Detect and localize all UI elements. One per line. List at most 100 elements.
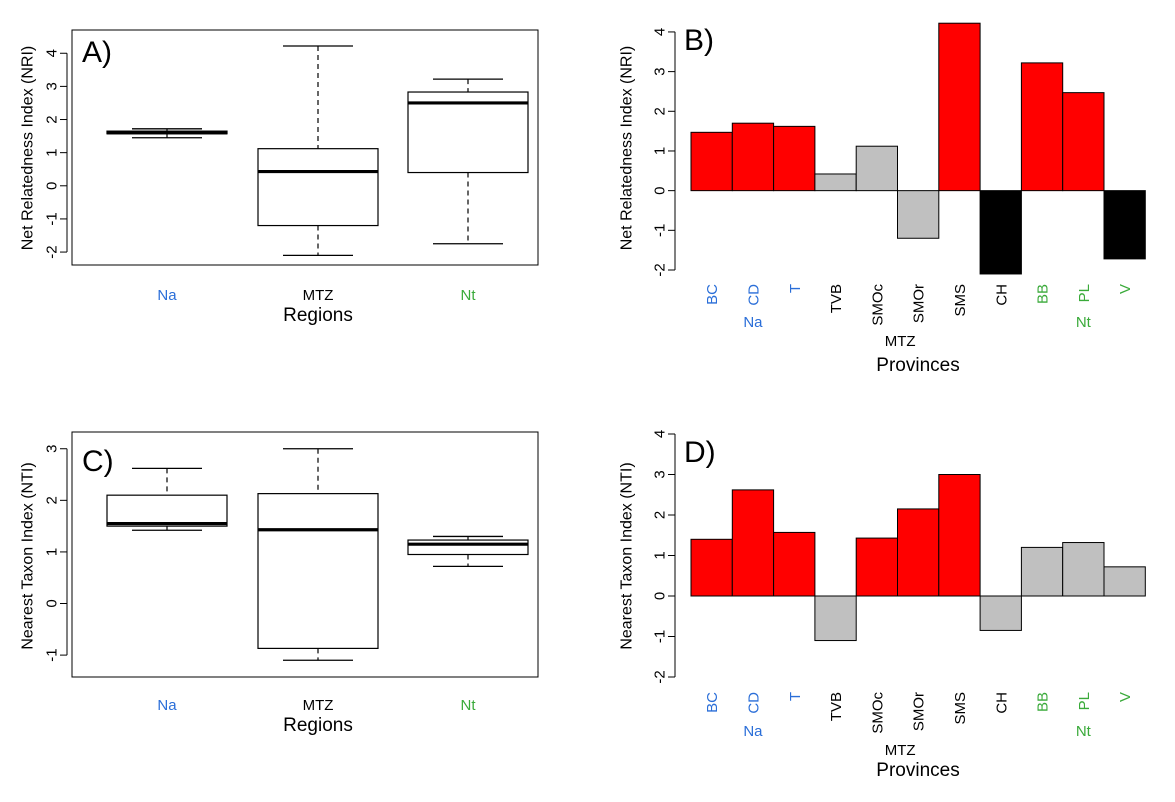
x-tick-label-bb: BB	[1035, 284, 1052, 304]
x-tick-label-pl: PL	[1076, 692, 1093, 710]
y-tick-label: 3	[652, 470, 669, 478]
bar-tvb	[814, 595, 857, 642]
bar-pl	[1062, 92, 1105, 192]
bar-bc	[690, 131, 733, 192]
bar-smor	[897, 190, 940, 239]
bar-cd	[731, 122, 775, 192]
y-tick-label: -1	[44, 648, 61, 661]
box-iqr	[257, 493, 379, 649]
group-label-nt: Nt	[1076, 314, 1092, 331]
group-label-mtz: MTZ	[885, 742, 916, 759]
bar-pl	[1062, 542, 1105, 597]
y-tick-label: 4	[652, 430, 669, 438]
x-tick-label-bc: BC	[704, 692, 721, 713]
y-tick-label: 3	[44, 82, 61, 90]
bar-v	[1103, 190, 1146, 260]
x-tick-label-cd: CD	[745, 284, 762, 306]
y-tick-label: -1	[44, 212, 61, 225]
group-label-nt: Nt	[1076, 723, 1092, 740]
x-tick-label-t: T	[787, 692, 804, 701]
box-na	[106, 128, 228, 139]
box-iqr	[407, 91, 529, 174]
chart-panel-b: -2 -1 0 1 2 3 4 Net Relatedness Index (NRI) B) Pr…	[619, 22, 1146, 376]
x-tick-label-cd: CD	[745, 692, 762, 714]
x-tick-label-ch: CH	[993, 692, 1010, 714]
y-tick-label: 1	[44, 548, 61, 556]
box-nt	[407, 78, 529, 245]
box-na	[106, 467, 228, 531]
bar-t	[773, 125, 816, 192]
box-iqr	[106, 494, 228, 527]
x-tick-label-v: V	[1117, 284, 1134, 294]
group-label-mtz: MTZ	[885, 333, 916, 350]
y-tick-label: 2	[44, 496, 61, 504]
y-tick-label: 0	[44, 182, 61, 190]
x-tick-label-sms: SMS	[952, 692, 969, 725]
y-tick-label: -2	[652, 670, 669, 683]
box-mtz	[257, 45, 379, 257]
bar-ch	[979, 190, 1022, 275]
x-tick-label-mtz: MTZ	[303, 697, 334, 714]
bar-smoc	[855, 145, 899, 192]
y-axis-title: Net Relatedness Index (NRI)	[619, 46, 636, 251]
y-axis-title: Nearest Taxon Index (NTI)	[20, 462, 37, 649]
y-axis-title: Nearest Taxon Index (NTI)	[619, 462, 636, 649]
x-tick-label-na: Na	[157, 697, 177, 714]
y-tick-label: 1	[652, 147, 669, 155]
x-tick-label-smoc: SMOc	[869, 284, 886, 326]
y-tick-label: 0	[44, 599, 61, 607]
panel-label: D)	[684, 436, 716, 469]
box-nt	[407, 535, 529, 568]
box-iqr	[257, 148, 379, 227]
y-tick-label: 0	[652, 186, 669, 194]
y-tick-label: -1	[652, 630, 669, 643]
y-tick-label: -1	[652, 224, 669, 237]
bar-sms	[938, 474, 981, 597]
x-axis-title: Provinces	[876, 355, 959, 376]
x-tick-label-nt: Nt	[461, 287, 477, 304]
y-tick-label: 4	[652, 28, 669, 36]
chart-panel-d: -2 -1 0 1 2 3 4 Nearest Taxon Index (NTI) D) Prov…	[619, 430, 1146, 781]
x-tick-label-bc: BC	[704, 284, 721, 305]
y-tick-label: 1	[44, 148, 61, 156]
chart-panel-c: -1 0 1 2 3 Nearest Taxon Index (NTI) C) Regions…	[20, 431, 539, 736]
x-axis-title: Provinces	[876, 760, 959, 781]
bar-smor	[897, 508, 940, 597]
panel-label: B)	[684, 24, 714, 57]
y-tick-label: -2	[652, 263, 669, 276]
y-axis-title: Net Relatedness Index (NRI)	[20, 46, 37, 251]
x-tick-label-pl: PL	[1076, 284, 1093, 302]
x-tick-label-smoc: SMOc	[869, 692, 886, 734]
x-tick-label-bb: BB	[1035, 692, 1052, 712]
x-tick-label-smor: SMOr	[911, 284, 928, 323]
x-tick-label-nt: Nt	[461, 697, 477, 714]
bar-bb	[1020, 62, 1064, 192]
chart-panel-a: -2 -1 0 1 2 3 4 Net Relatedness Index (NRI) A) Re…	[20, 29, 539, 326]
plot-frame	[71, 29, 539, 266]
y-tick-label: 2	[652, 107, 669, 115]
bar-bb	[1020, 546, 1064, 597]
bar-ch	[979, 595, 1022, 631]
x-tick-label-v: V	[1117, 692, 1134, 702]
bar-smoc	[855, 537, 899, 597]
x-tick-label-na: Na	[157, 287, 177, 304]
bar-v	[1103, 566, 1146, 597]
x-tick-label-smor: SMOr	[911, 692, 928, 731]
y-tick-label: 0	[652, 592, 669, 600]
bar-tvb	[814, 173, 857, 192]
x-tick-label-t: T	[787, 284, 804, 293]
x-axis-title: Regions	[283, 715, 353, 736]
plot-frame	[71, 431, 539, 678]
group-label-na: Na	[743, 314, 763, 331]
group-label-na: Na	[743, 723, 763, 740]
panel-label: A)	[82, 36, 112, 69]
bar-cd	[731, 489, 775, 597]
x-tick-label-sms: SMS	[952, 284, 969, 317]
x-tick-label-tvb: TVB	[828, 692, 845, 721]
x-tick-label-tvb: TVB	[828, 284, 845, 313]
x-tick-label-mtz: MTZ	[303, 287, 334, 304]
y-tick-label: -2	[44, 245, 61, 258]
box-iqr	[407, 539, 529, 556]
box-mtz	[257, 448, 379, 661]
